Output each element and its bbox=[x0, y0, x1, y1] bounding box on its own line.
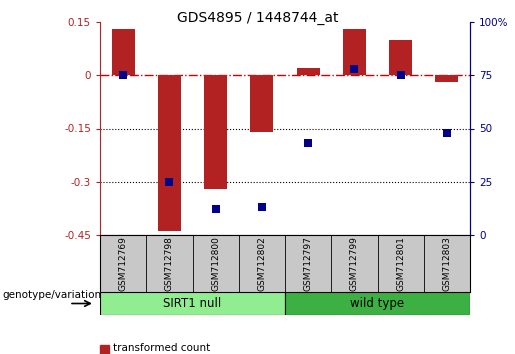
Bar bbox=[250, 75, 273, 132]
Text: SIRT1 null: SIRT1 null bbox=[163, 297, 221, 310]
Bar bbox=[158, 75, 181, 232]
Point bbox=[443, 130, 451, 136]
FancyBboxPatch shape bbox=[100, 292, 285, 315]
Point bbox=[119, 73, 127, 78]
Text: GSM712800: GSM712800 bbox=[211, 236, 220, 291]
Bar bbox=[343, 29, 366, 75]
Bar bbox=[389, 40, 412, 75]
Point bbox=[258, 205, 266, 210]
Text: transformed count: transformed count bbox=[113, 343, 210, 353]
Text: wild type: wild type bbox=[350, 297, 405, 310]
Bar bbox=[435, 75, 458, 82]
Text: GDS4895 / 1448744_at: GDS4895 / 1448744_at bbox=[177, 11, 338, 25]
FancyBboxPatch shape bbox=[285, 292, 470, 315]
Text: GSM712799: GSM712799 bbox=[350, 236, 359, 291]
Bar bbox=[297, 68, 320, 75]
Text: GSM712803: GSM712803 bbox=[442, 236, 451, 291]
Bar bbox=[204, 75, 227, 189]
Point bbox=[304, 141, 312, 146]
Point bbox=[165, 179, 174, 184]
Text: GSM712802: GSM712802 bbox=[258, 236, 266, 291]
Text: GSM712769: GSM712769 bbox=[118, 236, 128, 291]
Bar bbox=[100, 345, 109, 354]
Bar bbox=[112, 29, 135, 75]
Text: GSM712797: GSM712797 bbox=[304, 236, 313, 291]
Point bbox=[350, 66, 358, 72]
Point bbox=[397, 73, 405, 78]
Text: GSM712798: GSM712798 bbox=[165, 236, 174, 291]
Point bbox=[212, 207, 220, 212]
Text: GSM712801: GSM712801 bbox=[396, 236, 405, 291]
Text: genotype/variation: genotype/variation bbox=[3, 290, 101, 300]
